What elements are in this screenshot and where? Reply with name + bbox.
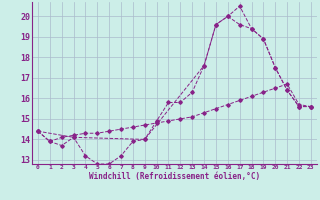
X-axis label: Windchill (Refroidissement éolien,°C): Windchill (Refroidissement éolien,°C): [89, 172, 260, 181]
